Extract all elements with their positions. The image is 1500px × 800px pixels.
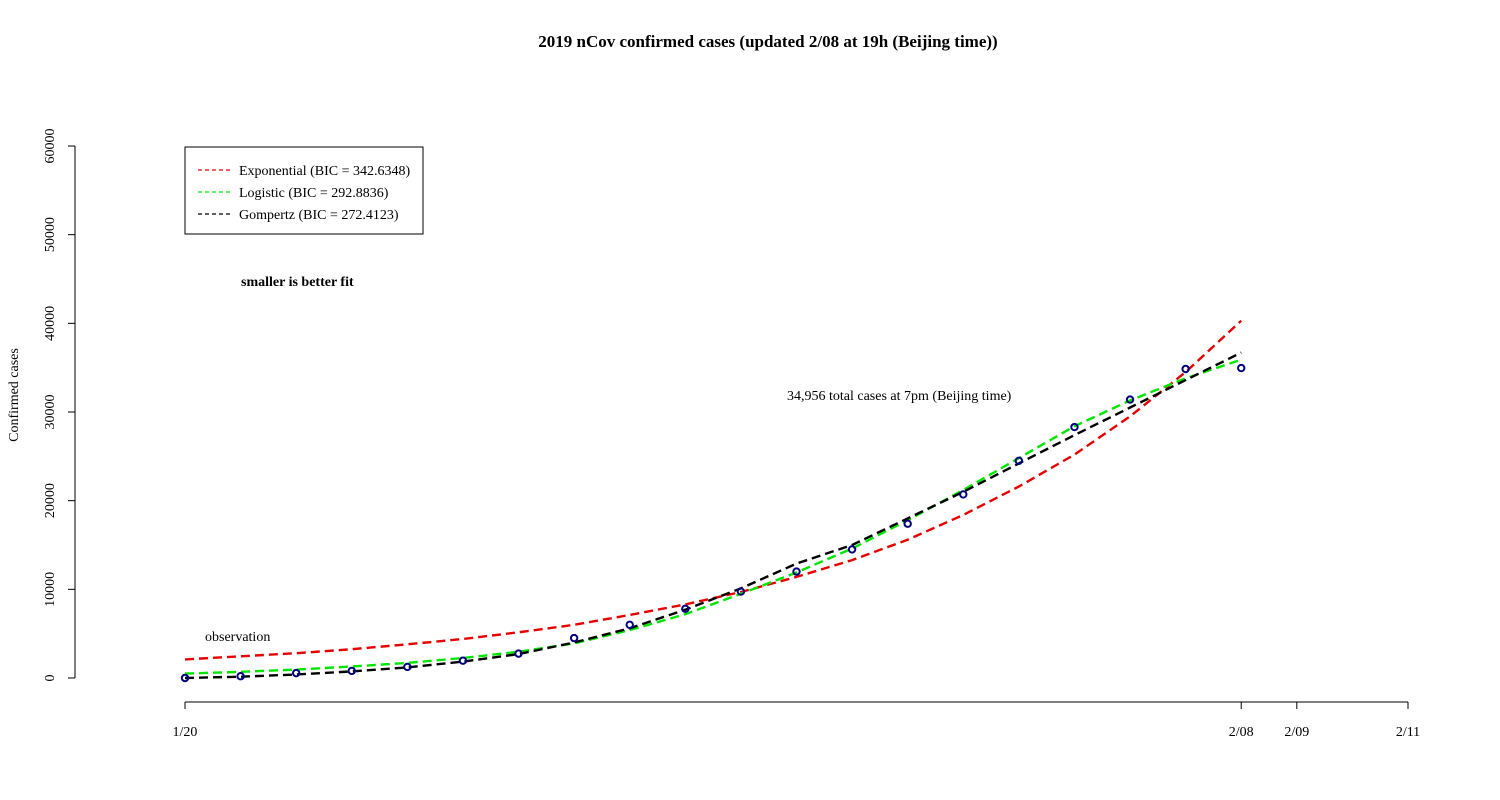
observation-point — [458, 656, 468, 665]
observation-point — [347, 666, 356, 676]
observation-point — [959, 490, 968, 499]
series-layer — [184, 319, 1243, 680]
total-cases-annotation: 34,956 total cases at 7pm (Beijing time) — [787, 389, 1012, 404]
observation-point — [569, 633, 579, 643]
observation-point — [1237, 363, 1246, 373]
y-tick-label: 0 — [43, 675, 58, 682]
y-tick-label: 20000 — [43, 483, 58, 518]
series-line-gompertz — [184, 351, 1242, 680]
observation-point — [180, 673, 190, 683]
observation-point — [291, 668, 301, 678]
legend-label-logistic: Logistic (BIC = 292.8836) — [239, 186, 389, 201]
y-tick-label: 60000 — [43, 129, 58, 164]
observation-point — [736, 587, 746, 596]
series-line-logistic — [184, 358, 1242, 675]
y-tick-label: 30000 — [43, 395, 58, 430]
observation-point — [236, 672, 245, 681]
observation-point — [847, 545, 857, 554]
observation-point — [903, 519, 912, 528]
legend-box — [184, 146, 424, 235]
chart-title: 2019 nCov confirmed cases (updated 2/08 … — [538, 32, 997, 51]
observation-point — [681, 604, 690, 614]
observation-point — [514, 649, 523, 658]
observation-point — [1125, 395, 1135, 404]
legend: Exponential (BIC = 342.6348) Logistic (BI… — [184, 146, 424, 235]
observation-point — [403, 662, 412, 672]
y-tick-label: 10000 — [43, 572, 58, 607]
observation-point — [625, 620, 634, 629]
x-tick-label: 1/20 — [173, 725, 198, 740]
y-axis: 0 10000 20000 30000 40000 50000 60000 — [43, 129, 76, 682]
observation-points — [180, 363, 1246, 683]
legend-label-gompertz: Gompertz (BIC = 272.4123) — [239, 208, 399, 223]
x-tick-label: 2/08 — [1229, 725, 1254, 740]
observation-point — [792, 567, 801, 576]
observation-point — [1070, 422, 1079, 432]
y-tick-label: 50000 — [43, 217, 58, 252]
x-axis: 1/20 2/08 2/09 2/11 — [173, 701, 1420, 740]
y-axis-label: Confirmed cases — [7, 348, 22, 442]
x-tick-label: 2/11 — [1396, 725, 1420, 740]
observation-annotation: observation — [205, 630, 270, 645]
observation-point — [1014, 456, 1024, 465]
observation-point — [1181, 364, 1190, 374]
smaller-is-better-annotation: smaller is better fit — [241, 275, 354, 290]
legend-label-exponential: Exponential (BIC = 342.6348) — [239, 164, 411, 179]
x-tick-label: 2/09 — [1284, 725, 1309, 740]
y-tick-label: 40000 — [43, 306, 58, 341]
series-line-exponential — [184, 319, 1243, 661]
